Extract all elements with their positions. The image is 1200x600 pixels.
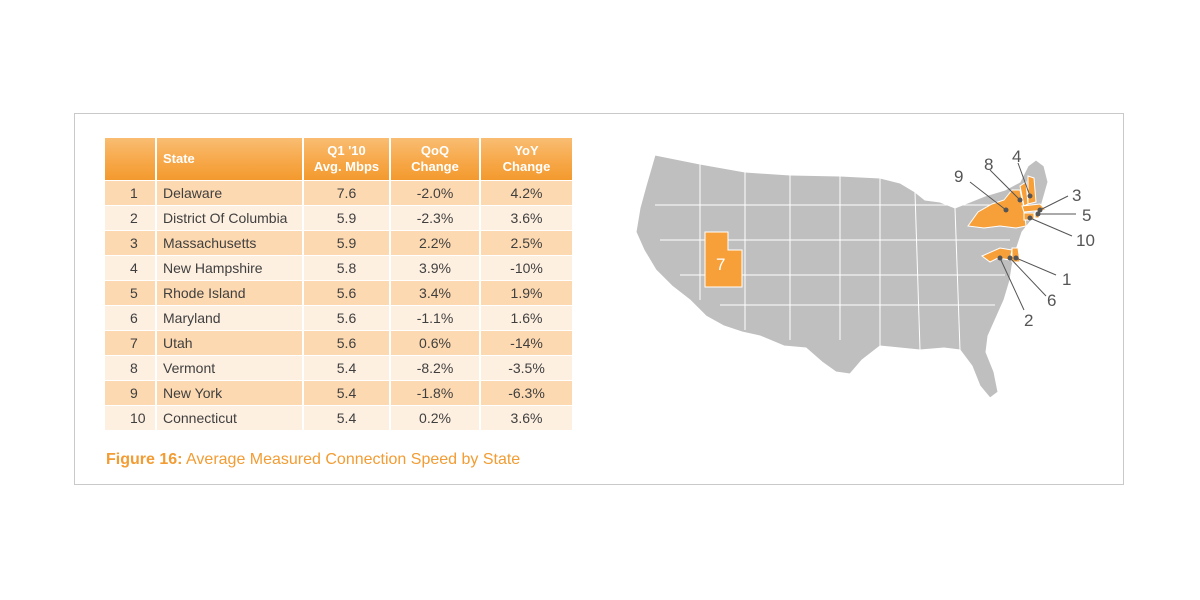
state-cell: Vermont (157, 355, 304, 380)
mbps-header: Q1 '10 Avg. Mbps (304, 138, 391, 180)
map-label-7: 7 (716, 255, 725, 274)
rank-header (105, 138, 157, 180)
table-row: 6 Maryland 5.6 -1.1% 1.6% (105, 305, 572, 330)
state-cell: Maryland (157, 305, 304, 330)
leader-lines (969, 162, 1076, 311)
rank-cell: 1 (105, 180, 157, 205)
table-row: 2 District Of Columbia 5.9 -2.3% 3.6% (105, 205, 572, 230)
state-cell: Utah (157, 330, 304, 355)
us-map: 7 1 2 3 4 5 6 8 9 10 (635, 147, 1095, 399)
yoy-cell: 2.5% (481, 230, 572, 255)
table-row: 4 New Hampshire 5.8 3.9% -10% (105, 255, 572, 280)
rank-cell: 3 (105, 230, 157, 255)
state-cell: District Of Columbia (157, 205, 304, 230)
yoy-cell: 4.2% (481, 180, 572, 205)
mbps-cell: 5.8 (304, 255, 391, 280)
yoy-cell: -3.5% (481, 355, 572, 380)
rank-cell: 10 (105, 405, 157, 430)
yoy-cell: 3.6% (481, 205, 572, 230)
qoq-cell: 0.6% (391, 330, 481, 355)
qoq-header-line1: QoQ (420, 143, 450, 158)
map-label-4: 4 (1012, 147, 1021, 166)
table-row: 5 Rhode Island 5.6 3.4% 1.9% (105, 280, 572, 305)
map-label-8: 8 (984, 155, 993, 174)
mbps-header-line1: Q1 '10 (327, 143, 366, 158)
state-massachusetts (1021, 203, 1048, 213)
mbps-header-line2: Avg. Mbps (313, 159, 380, 174)
figure-caption: Figure 16: Average Measured Connection S… (106, 451, 520, 469)
state-header: State (157, 138, 304, 180)
qoq-header-line2: Change (411, 159, 459, 174)
map-label-1: 1 (1062, 270, 1071, 289)
mbps-cell: 5.9 (304, 205, 391, 230)
rank-cell: 9 (105, 380, 157, 405)
mbps-cell: 5.9 (304, 230, 391, 255)
mbps-cell: 5.6 (304, 330, 391, 355)
yoy-header-line1: YoY (514, 143, 539, 158)
speed-table: State Q1 '10 Avg. Mbps QoQ Change YoY Ch… (105, 138, 572, 430)
table-row: 7 Utah 5.6 0.6% -14% (105, 330, 572, 355)
table-row: 3 Massachusetts 5.9 2.2% 2.5% (105, 230, 572, 255)
state-cell: Rhode Island (157, 280, 304, 305)
table-row: 10 Connecticut 5.4 0.2% 3.6% (105, 405, 572, 430)
rank-cell: 6 (105, 305, 157, 330)
qoq-cell: 2.2% (391, 230, 481, 255)
state-cell: Connecticut (157, 405, 304, 430)
map-label-9: 9 (954, 167, 963, 186)
qoq-cell: 3.9% (391, 255, 481, 280)
figure-title: Average Measured Connection Speed by Sta… (186, 451, 521, 468)
rank-cell: 7 (105, 330, 157, 355)
yoy-header-line2: Change (502, 159, 551, 174)
qoq-cell: -2.0% (391, 180, 481, 205)
map-label-2: 2 (1024, 311, 1033, 330)
state-cell: New Hampshire (157, 255, 304, 280)
figure-label: Figure 16: (106, 451, 183, 468)
qoq-cell: 3.4% (391, 280, 481, 305)
qoq-cell: -1.1% (391, 305, 481, 330)
yoy-cell: -14% (481, 330, 572, 355)
map-label-3: 3 (1072, 186, 1081, 205)
map-label-6: 6 (1047, 291, 1056, 310)
mbps-cell: 5.4 (304, 355, 391, 380)
state-header-label: State (163, 151, 195, 166)
mbps-cell: 5.4 (304, 405, 391, 430)
table-header-row: State Q1 '10 Avg. Mbps QoQ Change YoY Ch… (105, 138, 572, 180)
yoy-cell: 1.9% (481, 280, 572, 305)
yoy-cell: -6.3% (481, 380, 572, 405)
qoq-cell: -1.8% (391, 380, 481, 405)
qoq-cell: 0.2% (391, 405, 481, 430)
rank-cell: 4 (105, 255, 157, 280)
state-cell: New York (157, 380, 304, 405)
map-label-10: 10 (1076, 231, 1095, 250)
table-row: 8 Vermont 5.4 -8.2% -3.5% (105, 355, 572, 380)
qoq-cell: -2.3% (391, 205, 481, 230)
mbps-cell: 5.6 (304, 280, 391, 305)
table-body: 1 Delaware 7.6 -2.0% 4.2% 2 District Of Columb… (105, 180, 572, 430)
table-row: 1 Delaware 7.6 -2.0% 4.2% (105, 180, 572, 205)
qoq-header: QoQ Change (391, 138, 481, 180)
qoq-cell: -8.2% (391, 355, 481, 380)
state-utah (704, 231, 743, 288)
rank-cell: 2 (105, 205, 157, 230)
map-label-5: 5 (1082, 206, 1091, 225)
state-borders (655, 164, 1010, 351)
yoy-cell: -10% (481, 255, 572, 280)
rank-cell: 8 (105, 355, 157, 380)
mbps-cell: 5.6 (304, 305, 391, 330)
state-cell: Delaware (157, 180, 304, 205)
rank-cell: 5 (105, 280, 157, 305)
mbps-cell: 7.6 (304, 180, 391, 205)
us-mainland (635, 154, 1049, 399)
table-row: 9 New York 5.4 -1.8% -6.3% (105, 380, 572, 405)
state-cell: Massachusetts (157, 230, 304, 255)
mbps-cell: 5.4 (304, 380, 391, 405)
yoy-cell: 1.6% (481, 305, 572, 330)
yoy-cell: 3.6% (481, 405, 572, 430)
yoy-header: YoY Change (481, 138, 572, 180)
